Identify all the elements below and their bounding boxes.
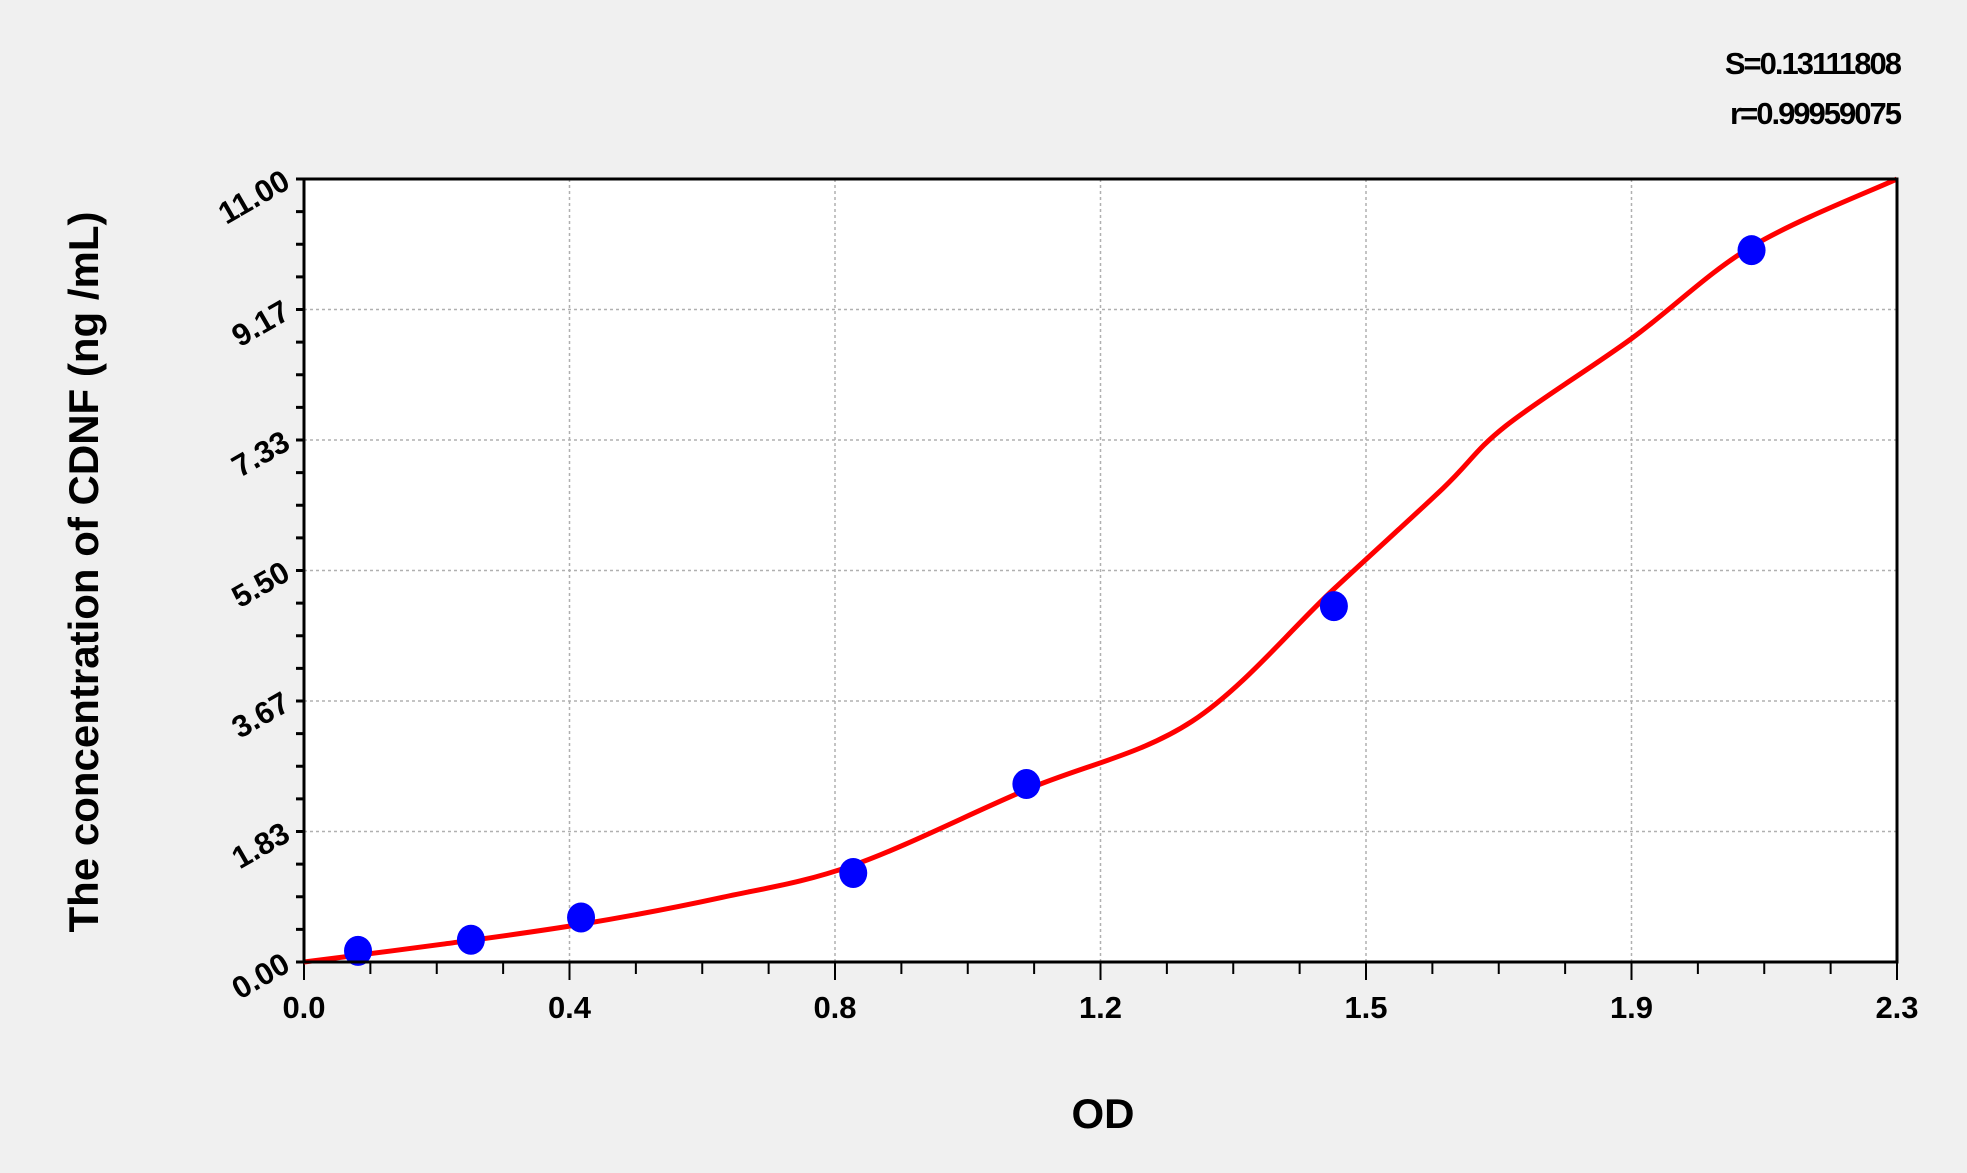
stat-r: r=0.99959075 <box>1730 96 1902 131</box>
data-point <box>567 902 596 933</box>
data-point <box>839 858 868 889</box>
x-tick-label: 2.3 <box>1875 990 1918 1025</box>
data-point <box>344 935 373 966</box>
x-tick-label: 0.8 <box>813 990 856 1025</box>
stat-s: S=0.13111808 <box>1725 46 1902 81</box>
y-axis-title: The concentration of CDNF (ng /mL) <box>60 212 107 933</box>
plot-frame <box>302 177 1899 964</box>
x-tick-label: 1.2 <box>1079 990 1122 1025</box>
x-tick-label: 0.0 <box>282 990 325 1025</box>
x-tick-label: 0.4 <box>548 990 592 1025</box>
data-point <box>1012 769 1041 800</box>
x-tick-label: 1.5 <box>1344 990 1387 1025</box>
data-point <box>456 924 485 955</box>
data-point <box>1737 235 1766 266</box>
data-point <box>1319 591 1348 622</box>
x-axis-title: OD <box>1072 1090 1135 1137</box>
x-tick-label: 1.9 <box>1610 990 1653 1025</box>
